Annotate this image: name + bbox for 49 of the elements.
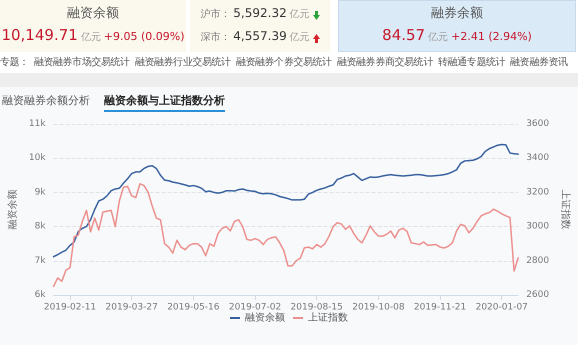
y-tick-label: 8k: [34, 222, 46, 232]
text: 沪市：: [200, 9, 230, 21]
text: 融资余额: [67, 6, 119, 22]
x-tick-label: 2019-08-15: [290, 302, 343, 312]
x-tick-label: 2019-11-21: [414, 302, 466, 312]
text: 深市：: [200, 32, 230, 44]
line-series: [52, 183, 519, 288]
text: 亿元: [80, 32, 101, 44]
x-tick-label: 2019-05-16: [167, 302, 220, 312]
y2-tick-label: 2600: [526, 290, 550, 300]
y-tick-label: 10k: [28, 153, 46, 164]
text: 融资融券余额分析: [2, 94, 90, 108]
text: 融资融券市场交易统计: [34, 57, 130, 69]
y-tick-label: 11k: [28, 119, 46, 129]
text: +2.41 (2.94%): [451, 30, 532, 44]
text: 融资融券行业交易统计: [134, 57, 231, 69]
y2-tick-label: 3600: [526, 119, 550, 129]
text: 专题：: [0, 57, 29, 69]
text: 5,592.32: [233, 6, 287, 20]
x-tick-label: 2020-01-07: [476, 302, 528, 312]
y2-axis-title: 上证指数: [560, 190, 572, 230]
text: 10,149.71: [1, 26, 78, 44]
text: 融资余额与上证指数分析: [104, 94, 225, 112]
y2-tick-label: 2800: [526, 256, 550, 266]
text: 4,557.39: [233, 29, 287, 44]
y-tick-label: 9k: [34, 187, 46, 198]
x-tick-label: 2019-10-08: [352, 302, 405, 312]
text: 融资融券个券交易统计: [236, 57, 332, 69]
y2-tick-label: 3200: [526, 187, 550, 198]
x-tick-label: 2019-02-11: [44, 302, 96, 312]
legend-label: 融资余额: [245, 312, 285, 324]
text: 亿元: [290, 9, 310, 21]
x-tick-label: 2019-07-02: [228, 302, 282, 312]
text: 融资融券券商交易统计: [336, 57, 433, 69]
y2-tick-label: 3000: [526, 222, 550, 232]
text: 亿元: [428, 32, 448, 44]
text: 融券余额: [431, 6, 483, 22]
y2-tick-label: 3400: [526, 153, 550, 164]
line-series: [52, 144, 519, 258]
text: 亿元: [290, 32, 310, 44]
legend-label: 上证指数: [308, 312, 348, 324]
text: 融资融券资讯: [510, 57, 568, 69]
text: 转融通专题统计: [438, 57, 506, 69]
y-tick-label: 7k: [34, 256, 46, 266]
text: 84.57: [382, 26, 426, 44]
text: +9.05 (0.09%): [104, 30, 185, 44]
y-tick-label: 6k: [34, 290, 46, 300]
y-axis-title: 融资余额: [6, 190, 18, 230]
x-tick-label: 2019-03-27: [106, 302, 158, 312]
